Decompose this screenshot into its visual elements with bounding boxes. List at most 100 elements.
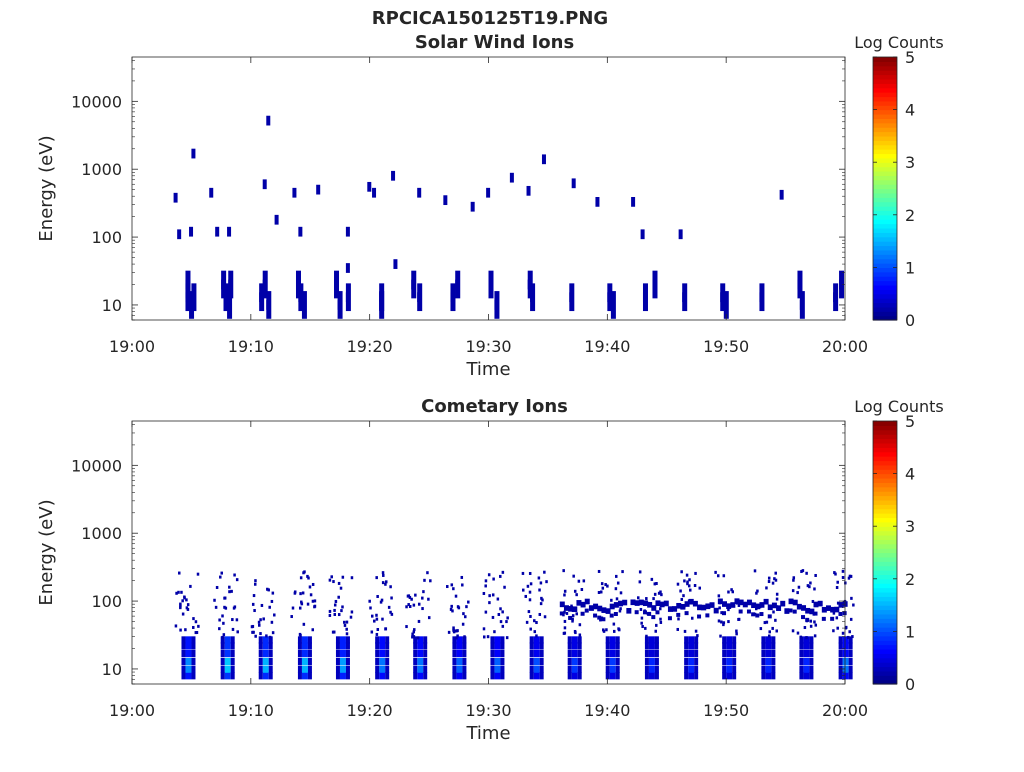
heatmap-cell: [427, 597, 430, 601]
y-tick-label: 10000: [71, 456, 122, 475]
heatmap-cell: [500, 642, 505, 650]
heatmap-cell: [722, 672, 727, 680]
heatmap-cell: [689, 588, 692, 592]
colorbar-segment: [873, 662, 897, 668]
heatmap-cell: [301, 665, 308, 673]
heatmap-cell: [788, 608, 793, 613]
heatmap-cell: [839, 270, 845, 299]
heatmap-cell: [376, 627, 380, 631]
heatmap-cell: [647, 601, 653, 608]
heatmap-cell: [224, 672, 231, 680]
heatmap-cell: [301, 291, 307, 319]
heatmap-cell: [726, 665, 733, 673]
heatmap-cell: [179, 604, 182, 608]
heatmap-cell: [653, 592, 657, 596]
heatmap-cell: [761, 672, 766, 680]
heatmap-cell: [185, 657, 192, 666]
heatmap-cell: [568, 615, 573, 620]
heatmap-cell: [452, 649, 457, 658]
heatmap-cell: [796, 603, 802, 610]
heatmap-cell: [384, 627, 387, 631]
heatmap-cell: [541, 154, 546, 165]
x-axis-label: Time: [465, 723, 510, 744]
heatmap-cell: [337, 595, 340, 599]
colorbar-segment: [873, 596, 897, 602]
heatmap-cell: [751, 602, 757, 609]
heatmap-cell: [416, 636, 420, 640]
heatmap-cell: [667, 606, 673, 612]
colorbar-segment: [873, 201, 897, 207]
heatmap-cell: [722, 621, 726, 625]
heatmap-cell: [803, 626, 807, 630]
heatmap-cell: [230, 665, 235, 673]
heatmap-cell: [254, 579, 257, 583]
heatmap-cell: [842, 657, 849, 666]
heatmap-cell: [413, 642, 418, 650]
heatmap-cell: [177, 229, 182, 240]
heatmap-cell: [680, 597, 684, 601]
heatmap-cell: [411, 632, 414, 636]
colorbar-segment: [873, 583, 897, 589]
heatmap-cell: [335, 665, 340, 673]
heatmap-cell: [848, 630, 851, 634]
heatmap-cell: [615, 642, 620, 650]
heatmap-cell: [306, 574, 309, 578]
heatmap-cell: [767, 580, 771, 584]
heatmap-cell: [722, 623, 725, 627]
heatmap-cell: [500, 672, 505, 680]
heatmap-cell: [533, 657, 540, 666]
heatmap-cell: [538, 588, 541, 592]
heatmap-cell: [372, 187, 377, 198]
x-tick-label: 19:40: [584, 337, 630, 356]
heatmap-cell: [694, 642, 699, 650]
heatmap-cell: [688, 649, 695, 658]
heatmap-cell: [638, 580, 642, 584]
heatmap-cell: [694, 657, 699, 666]
colorbar-segment: [873, 289, 897, 295]
heatmap-cell: [379, 665, 386, 673]
heatmap-cell: [697, 604, 703, 611]
heatmap-cell: [526, 185, 531, 196]
heatmap-cell: [337, 613, 341, 617]
heatmap-cell: [186, 603, 190, 607]
heatmap-cell: [462, 642, 467, 650]
heatmap-cell: [266, 115, 271, 126]
heatmap-cell: [722, 657, 727, 666]
heatmap-cell: [771, 602, 777, 609]
heatmap-cell: [539, 636, 544, 644]
heatmap-cell: [648, 672, 655, 680]
heatmap-cell: [337, 291, 343, 319]
colorbar-segment: [873, 188, 897, 194]
heatmap-cell: [799, 672, 804, 680]
heatmap-cell: [417, 642, 424, 650]
colorbar-segment: [873, 280, 897, 286]
heatmap-cell: [742, 601, 748, 608]
heatmap-cell: [639, 607, 643, 611]
heatmap-cell: [423, 578, 426, 582]
heatmap-cell: [483, 635, 486, 639]
heatmap-cell: [567, 665, 572, 673]
heatmap-cell: [761, 665, 766, 673]
heatmap-cell: [262, 270, 268, 299]
heatmap-cell: [368, 599, 371, 603]
heatmap-cell: [759, 602, 765, 608]
colorbar-segment: [873, 513, 897, 519]
heatmap-cell: [577, 665, 582, 673]
colorbar-segment: [873, 271, 897, 277]
heatmap-cell: [343, 620, 346, 624]
heatmap-cell: [452, 672, 457, 680]
heatmap-cell: [688, 665, 695, 673]
heatmap-cell: [252, 594, 256, 598]
heatmap-cell: [563, 605, 569, 611]
x-axis-label: Time: [465, 359, 510, 380]
heatmap-cell: [836, 626, 839, 630]
heatmap-cell: [345, 632, 349, 636]
heatmap-cell: [601, 607, 607, 613]
x-tick-label: 19:10: [228, 701, 274, 720]
heatmap-cell: [601, 617, 606, 622]
heatmap-cell: [300, 602, 304, 606]
heatmap-cell: [571, 178, 576, 189]
colorbar-segment: [873, 184, 897, 190]
heatmap-cell: [809, 665, 814, 673]
heatmap-cell: [267, 588, 270, 592]
